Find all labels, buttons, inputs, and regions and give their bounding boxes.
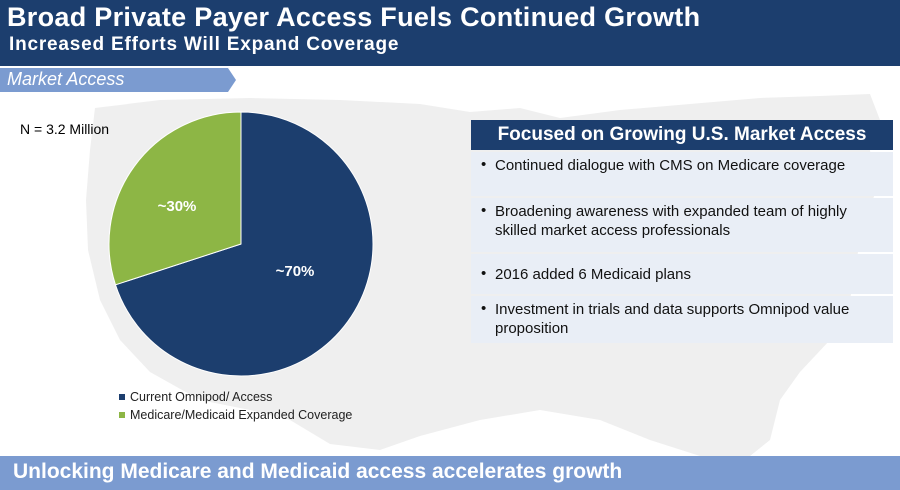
pie-label-current-access: ~70%	[276, 263, 315, 280]
slide-title: Broad Private Payer Access Fuels Continu…	[7, 2, 701, 32]
bullet-text: Investment in trials and data supports O…	[495, 301, 850, 337]
chart-legend: Current Omnipod/ Access Medicare/Medicai…	[119, 388, 352, 424]
panel-bullet-item: • 2016 added 6 Medicaid plans	[471, 254, 893, 294]
banner-text: Unlocking Medicare and Medicaid access a…	[13, 460, 623, 483]
bullet-text: Continued dialogue with CMS on Medicare …	[495, 157, 846, 174]
panel-bullet-item: • Broadening awareness with expanded team…	[471, 198, 893, 252]
legend-item: Current Omnipod/ Access	[119, 388, 352, 406]
bullet-marker: •	[481, 156, 487, 173]
legend-swatch-expanded	[119, 412, 125, 418]
slide-header: Broad Private Payer Access Fuels Continu…	[0, 0, 900, 66]
panel-bullet-item: • Continued dialogue with CMS on Medicare…	[471, 152, 893, 196]
section-tab: Market Access	[0, 68, 236, 92]
slide-subtitle: Increased Efforts Will Expand Coverage	[9, 34, 400, 55]
pie-slice-current-access	[114, 111, 374, 377]
bullet-marker: •	[481, 300, 487, 317]
pie-label-expanded-coverage: ~30%	[158, 198, 197, 215]
section-tab-label: Market Access	[7, 69, 125, 89]
pie-slice-expanded-coverage	[108, 111, 242, 286]
bullet-text: 2016 added 6 Medicaid plans	[495, 266, 691, 283]
panel-bullet-list: • Continued dialogue with CMS on Medicare…	[471, 152, 893, 343]
chart-annotation: N = 3.2 Million	[20, 121, 110, 137]
legend-label-access: Current Omnipod/ Access	[130, 390, 273, 404]
bottom-banner: Unlocking Medicare and Medicaid access a…	[0, 456, 900, 490]
bullet-marker: •	[481, 202, 487, 219]
bullet-marker: •	[481, 265, 487, 282]
panel-heading: Focused on Growing U.S. Market Access	[471, 120, 893, 150]
bullet-text: Broadening awareness with expanded team …	[495, 203, 847, 239]
legend-label-expanded: Medicare/Medicaid Expanded Coverage	[130, 408, 353, 422]
panel-bullet-item: • Investment in trials and data supports …	[471, 296, 893, 343]
legend-swatch-access	[119, 394, 125, 400]
focus-panel: Focused on Growing U.S. Market Access • C…	[471, 120, 893, 343]
legend-item: Medicare/Medicaid Expanded Coverage	[119, 406, 352, 424]
